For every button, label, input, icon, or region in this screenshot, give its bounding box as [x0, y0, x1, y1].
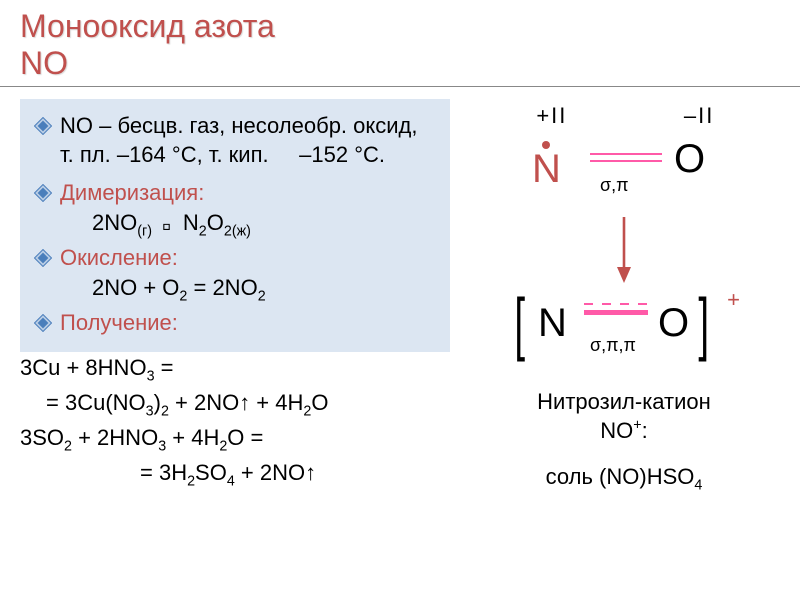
eq-part: + 4H: [166, 425, 219, 450]
eq-sub: 2: [224, 223, 232, 239]
nitrosyl-cation-diagram: [ N O ] + σ,π,π: [504, 293, 744, 377]
eq-part: = 3Cu(NO: [46, 390, 146, 415]
triple-bond: [584, 303, 648, 315]
prep-equation-2b: = 3H2SO4 + 2NO↑: [20, 457, 450, 492]
cation-formula: NO: [600, 418, 633, 443]
arrow-down-icon: [612, 215, 636, 285]
eq-arrow-glyph: : [152, 217, 183, 236]
eq-part: = 3H: [140, 460, 187, 485]
diamond-icon: [34, 117, 52, 135]
eq-sub: 2: [64, 438, 72, 454]
oxidation-states: +II –II: [522, 103, 726, 129]
eq-part: O: [311, 390, 328, 415]
diamond-icon: [34, 314, 52, 332]
eq-sub: 2: [187, 474, 195, 490]
cation-caption-line1: Нитрозил-катион: [537, 389, 711, 414]
no-radical-diagram: N O σ,π: [524, 135, 724, 207]
left-column: NO – бесцв. газ, несолеобр. оксид, т. пл…: [20, 99, 450, 496]
eq-part: SO: [195, 460, 227, 485]
eq-part: =: [155, 355, 174, 380]
atom-o: O: [674, 137, 705, 182]
eq-part: N: [183, 210, 199, 235]
prep-equation-1: 3Cu + 8HNO3 =: [20, 352, 450, 387]
eq-sub: 2: [161, 403, 169, 419]
page-title: Монооксид азота NO: [20, 8, 780, 82]
bond-label-sigma-pi: σ,π: [600, 175, 629, 196]
bracket-left-icon: [: [514, 283, 525, 363]
eq-sub: 2: [199, 223, 207, 239]
title-line1: Монооксид азота: [20, 8, 275, 44]
eq-sub: 2: [258, 288, 266, 304]
eq-part: 2NO: [92, 210, 137, 235]
dimerization-equation: 2NO(г)  N2O2(ж): [34, 208, 436, 241]
oxidation-equation: 2NO + O2 = 2NO2: [34, 273, 436, 306]
eq-sub: 3: [146, 403, 154, 419]
preparation-heading: Получение:: [60, 308, 178, 338]
cation-charge: +: [633, 418, 641, 434]
ox-state-o: –II: [672, 103, 726, 129]
eq-part: 3Cu + 8HNO: [20, 355, 147, 380]
eq-part: 3SO: [20, 425, 64, 450]
prep-equation-2: 3SO2 + 2HNO3 + 4H2O =: [20, 422, 450, 457]
cation-caption: Нитрозил-катион NO+:: [537, 387, 711, 446]
title-line2: NO: [20, 45, 68, 81]
eq-sub: 3: [147, 368, 155, 384]
diamond-icon: [34, 249, 52, 267]
intro-text: NO – бесцв. газ, несолеобр. оксид, т. пл…: [60, 111, 436, 170]
atom-n: N: [538, 301, 567, 346]
ox-state-n: +II: [522, 103, 582, 129]
right-column: +II –II N O σ,π [ N O: [468, 99, 780, 496]
eq-part: O =: [227, 425, 263, 450]
eq-sub: 3: [158, 438, 166, 454]
cation-colon: :: [642, 418, 648, 443]
oxidation-heading: Окисление:: [60, 243, 178, 273]
dimerization-heading: Димеризация:: [60, 178, 204, 208]
salt-example: соль (NO)HSO4: [546, 462, 703, 496]
eq-part: ): [154, 390, 161, 415]
salt-text: соль (NO)HSO: [546, 464, 695, 489]
eq-part: = 2NO: [187, 275, 257, 300]
prep-equation-1b: = 3Cu(NO3)2 + 2NO↑ + 4H2O: [20, 387, 450, 422]
bracket-right-icon: ]: [698, 283, 709, 363]
eq-part: 2NO + O: [92, 275, 179, 300]
eq-sub: 4: [694, 477, 702, 493]
eq-sub: (г): [137, 223, 152, 239]
eq-part: + 2HNO: [72, 425, 158, 450]
eq-part: + 2NO↑ + 4H: [169, 390, 304, 415]
eq-sub: 4: [227, 474, 235, 490]
eq-part: + 2NO↑: [235, 460, 316, 485]
atom-n: N: [532, 147, 561, 192]
atom-o: O: [658, 301, 689, 346]
content-box: NO – бесцв. газ, несолеобр. оксид, т. пл…: [20, 99, 450, 352]
diamond-icon: [34, 184, 52, 202]
charge-plus: +: [727, 287, 740, 313]
bond-label-sigma-pi-pi: σ,π,π: [590, 335, 636, 356]
eq-part: O: [207, 210, 224, 235]
eq-sub: (ж): [232, 223, 251, 239]
double-bond: [590, 153, 662, 168]
